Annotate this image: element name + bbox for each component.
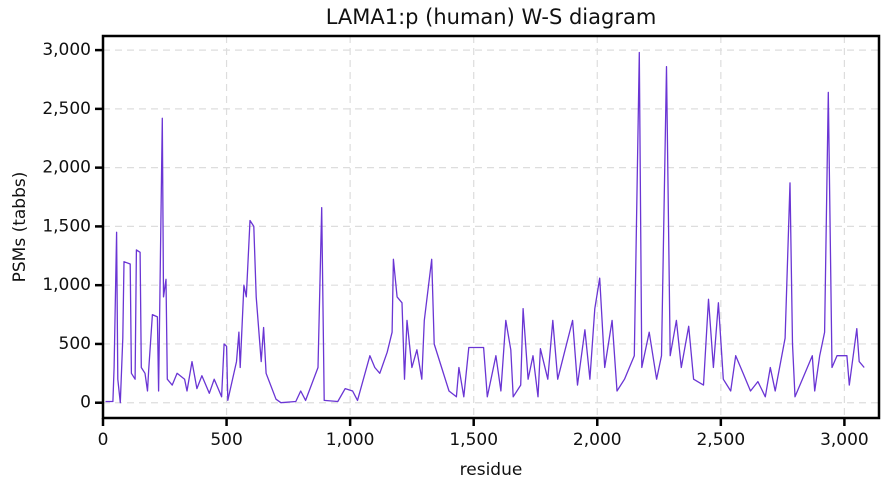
- plot-frame: [101, 34, 881, 420]
- x-tick-label: 0: [98, 430, 109, 450]
- x-tick-label: 1,500: [449, 430, 498, 450]
- y-tick-label: 1,500: [42, 216, 91, 236]
- x-axis-label: residue: [460, 460, 523, 480]
- y-tick-label: 500: [59, 334, 91, 354]
- y-tick-label: 3,000: [42, 40, 91, 60]
- y-axis-label: PSMs (tabbs): [10, 172, 30, 283]
- data-line: [105, 51, 865, 404]
- x-tick-label: 2,500: [696, 430, 745, 450]
- y-tick-label: 0: [80, 393, 91, 413]
- y-tick-label: 2,500: [42, 99, 91, 119]
- y-tick-label: 2,000: [42, 158, 91, 178]
- y-tick-label: 1,000: [42, 275, 91, 295]
- x-tick-label: 3,000: [820, 430, 869, 450]
- x-tick-label: 2,000: [573, 430, 622, 450]
- x-tick-label: 500: [210, 430, 242, 450]
- chart-title: LAMA1:p (human) W-S diagram: [326, 5, 657, 29]
- x-tick-label: 1,000: [326, 430, 375, 450]
